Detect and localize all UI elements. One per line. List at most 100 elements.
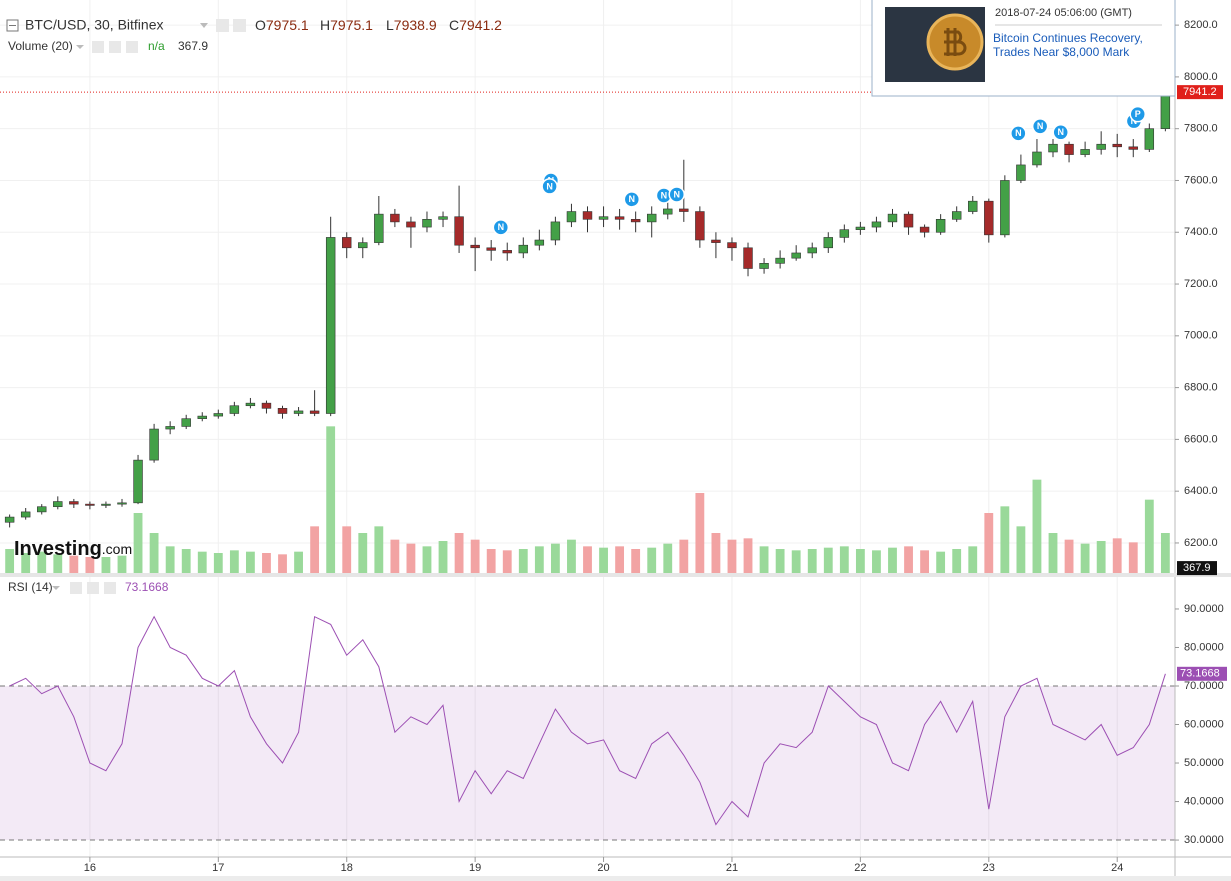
candle-body [101, 503, 111, 506]
news-marker[interactable]: N [1010, 125, 1027, 142]
rsi-line [9, 615, 1166, 826]
volume-bar [807, 549, 817, 573]
volume-bar [855, 549, 865, 573]
volume-bar [904, 546, 913, 573]
y-tick-label: 30.0000 [1184, 834, 1224, 846]
icon-button[interactable] [216, 19, 229, 32]
icon-button[interactable] [70, 582, 82, 594]
candle-body [518, 244, 529, 254]
volume-bar [245, 551, 255, 573]
volume-bar [695, 493, 705, 573]
volume-bar [5, 549, 15, 573]
volume-bar [567, 539, 576, 573]
news-marker-label: N [1057, 127, 1064, 137]
candle-body [4, 516, 15, 523]
y-tick-label: 70.0000 [1184, 680, 1224, 692]
volume-last-label: 367.9 [1183, 562, 1211, 574]
candle-body [1160, 91, 1171, 129]
rsi-title[interactable]: RSI (14) [8, 580, 53, 594]
y-tick-label: 40.0000 [1184, 795, 1224, 807]
legend-icons [70, 582, 116, 594]
volume-bar [117, 555, 127, 573]
candle-body [342, 237, 352, 249]
x-tick-label: 16 [84, 862, 96, 874]
volume-title[interactable]: Volume (20) [8, 39, 73, 53]
x-tick-label: 20 [597, 862, 609, 874]
last-price-label: 7941.2 [1183, 86, 1217, 98]
volume-bar [390, 539, 400, 573]
news-marker-label: N [1015, 128, 1022, 138]
candle-body [502, 250, 512, 254]
candle-body [454, 216, 464, 246]
volume-bar [1064, 539, 1074, 573]
y-tick-label: 6800.0 [1184, 382, 1218, 394]
dropdown-icon[interactable] [76, 45, 84, 49]
volume-bar [679, 539, 689, 573]
news-marker[interactable]: N [1052, 124, 1069, 141]
volume-bar [1000, 506, 1010, 573]
news-marker[interactable]: N [668, 186, 685, 203]
volume-bar [53, 554, 63, 573]
volume-bar [326, 426, 336, 573]
volume-bar [743, 538, 753, 573]
candle-body [293, 410, 304, 414]
news-headline[interactable]: Bitcoin Continues Recovery, Trades Near … [993, 31, 1143, 59]
symbol-title[interactable]: BTC/USD, 30, Bitfinex [25, 17, 164, 33]
volume-bar [197, 551, 207, 573]
candle-body [582, 211, 593, 220]
volume-bar [486, 549, 496, 573]
scroll-strip[interactable] [0, 876, 1231, 881]
ohlc-value: 7975.1 [330, 17, 373, 33]
candle-body [1080, 149, 1090, 155]
candle-body [855, 226, 866, 230]
volume-bar [438, 541, 448, 573]
news-marker[interactable]: N [492, 219, 510, 236]
icon-button[interactable] [87, 582, 99, 594]
icon-button[interactable] [109, 41, 121, 53]
ohlc-high: H7975.1 [320, 17, 373, 33]
news-marker[interactable]: N [655, 187, 673, 204]
candle-body [775, 257, 785, 264]
candle-body [695, 211, 705, 241]
ohlc-letter: O [255, 17, 266, 33]
news-marker-dot [623, 191, 641, 208]
candle-body [245, 402, 256, 407]
news-marker[interactable]: N [541, 178, 558, 195]
dropdown-icon[interactable] [200, 23, 208, 28]
icon-button[interactable] [233, 19, 246, 32]
news-marker[interactable]: N [623, 191, 641, 208]
volume-bar [406, 543, 416, 573]
candle-body [951, 211, 962, 220]
candle-body [133, 459, 143, 504]
candle-body [165, 426, 175, 430]
news-popup[interactable]: 2018-07-24 05:06:00 (GMT) Bitcoin Contin… [871, 0, 1176, 97]
candle-body [919, 226, 930, 233]
volume-bar [599, 547, 608, 573]
volume-bar [1144, 499, 1154, 573]
icon-button[interactable] [126, 41, 138, 53]
panel-divider[interactable] [0, 573, 1231, 577]
ohlc-letter: C [449, 17, 459, 33]
volume-bar [21, 553, 31, 573]
volume-bar [615, 546, 625, 573]
icon-button[interactable] [92, 41, 104, 53]
candle-body [598, 216, 609, 220]
dropdown-icon[interactable] [52, 586, 60, 590]
x-tick-label: 23 [983, 862, 995, 874]
x-tick-label: 17 [212, 862, 224, 874]
news-marker[interactable]: N [1031, 118, 1049, 135]
candle-body [743, 247, 753, 269]
ohlc-letter: H [320, 17, 330, 33]
volume-bar [518, 549, 528, 573]
candle-body [261, 402, 272, 409]
news-time: 2018-07-24 05:06:00 (GMT) [995, 7, 1132, 19]
candle-body [823, 237, 833, 249]
brand-suffix: .com [102, 541, 132, 557]
news-marker-label: N [1037, 121, 1044, 131]
volume-bar [229, 550, 239, 573]
icon-button[interactable] [104, 582, 116, 594]
candle-body [871, 221, 882, 228]
news-marker[interactable]: P [1129, 105, 1147, 123]
volume-bar [262, 553, 271, 573]
